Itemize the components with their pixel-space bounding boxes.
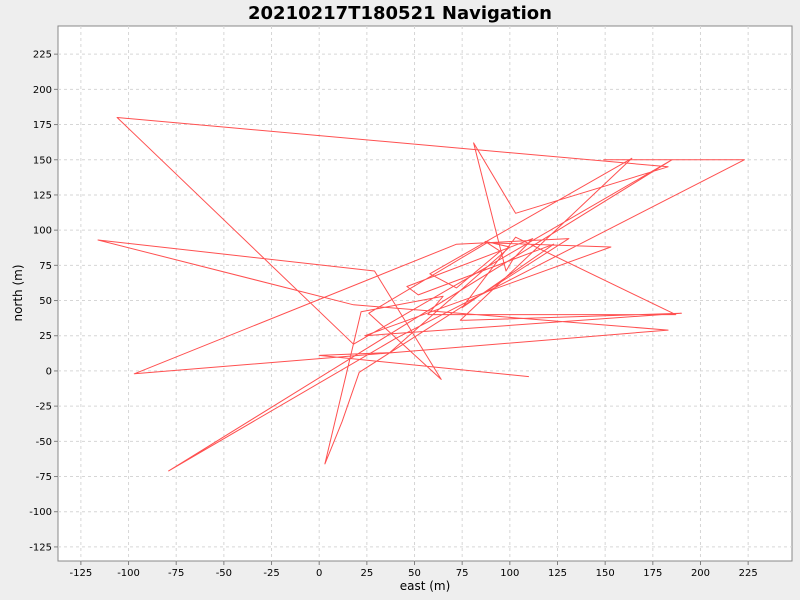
y-tick-label: 150 xyxy=(33,155,52,166)
y-tick-label: -100 xyxy=(29,507,52,518)
x-tick-label: 225 xyxy=(739,568,758,579)
x-axis-label: east (m) xyxy=(400,579,451,593)
x-tick-label: -75 xyxy=(168,568,184,579)
y-tick-label: 75 xyxy=(39,261,52,272)
y-axis-label: north (m) xyxy=(11,264,25,321)
chart-title: 20210217T180521 Navigation xyxy=(248,3,552,24)
x-tick-label: 150 xyxy=(596,568,615,579)
y-tick-label: 25 xyxy=(39,331,52,342)
y-tick-label: 100 xyxy=(33,226,52,237)
x-tick-label: 100 xyxy=(500,568,519,579)
x-tick-label: 50 xyxy=(408,568,421,579)
x-tick-label: 75 xyxy=(456,568,469,579)
x-tick-label: 200 xyxy=(691,568,710,579)
x-tick-label: 175 xyxy=(643,568,662,579)
x-axis-ticks: -125 -100 -75 -50 -25 0 25 50 75 100 125 150 175 200 2… xyxy=(70,561,758,579)
plot-area xyxy=(57,25,793,562)
x-tick-label: 0 xyxy=(316,568,322,579)
x-tick-label: -50 xyxy=(216,568,232,579)
y-tick-label: -25 xyxy=(36,402,52,413)
y-tick-label: -50 xyxy=(36,437,52,448)
x-tick-label: 25 xyxy=(360,568,373,579)
y-tick-label: -125 xyxy=(29,542,52,553)
y-tick-label: 125 xyxy=(33,190,52,201)
x-tick-label: -25 xyxy=(263,568,279,579)
track-lines xyxy=(97,117,745,472)
grid xyxy=(58,26,792,561)
y-tick-label: 0 xyxy=(46,366,52,377)
x-tick-label: -100 xyxy=(117,568,140,579)
track-series-line xyxy=(97,117,745,472)
y-tick-label: 225 xyxy=(33,50,52,61)
x-tick-label: 125 xyxy=(548,568,567,579)
y-tick-label: -75 xyxy=(36,472,52,483)
x-tick-label: -125 xyxy=(70,568,93,579)
y-tick-label: 50 xyxy=(39,296,52,307)
y-axis-ticks: -125 -100 -75 -50 -25 0 25 50 75 100 125 150 175 200 2… xyxy=(29,50,58,553)
y-tick-label: 175 xyxy=(33,120,52,131)
y-tick-label: 200 xyxy=(33,85,52,96)
